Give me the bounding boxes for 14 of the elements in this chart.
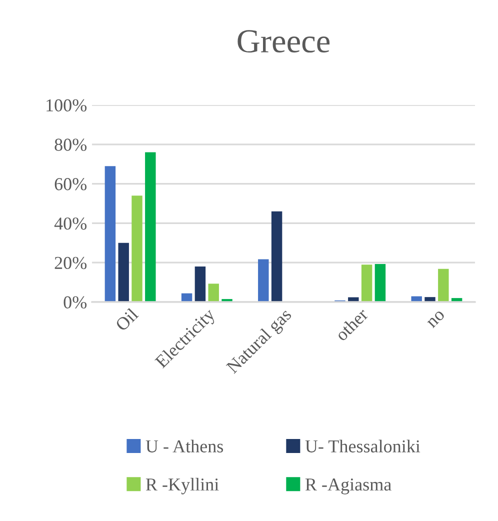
- legend-label: U - Athens: [146, 440, 224, 452]
- legend-label: R -Agiasma: [305, 478, 392, 494]
- legend-label: R -Kyllini: [146, 478, 219, 494]
- y-tick-label: 40%: [54, 217, 87, 230]
- y-tick-label: 60%: [54, 178, 87, 190]
- chart-title: Greece: [238, 30, 330, 53]
- x-tick-label: other: [334, 306, 369, 342]
- y-tick-label: 0%: [64, 296, 87, 308]
- y-tick-label: 80%: [54, 138, 87, 151]
- x-tick-label: no: [427, 310, 446, 328]
- y-tick-label: 20%: [54, 256, 87, 270]
- legend-label: U- Thessaloniki: [305, 440, 420, 452]
- y-tick-label: 100%: [46, 99, 87, 112]
- x-tick-label: Oil: [114, 307, 140, 332]
